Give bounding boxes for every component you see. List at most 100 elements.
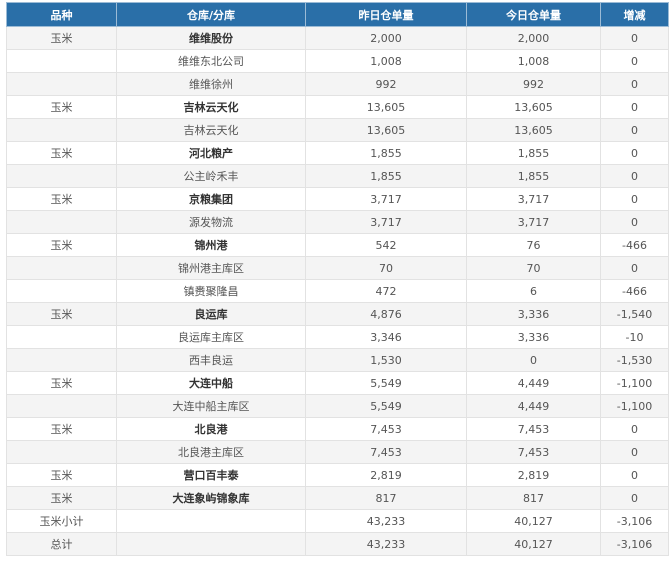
cell-change: 0 [600,95,669,119]
cell-today: 817 [466,486,601,510]
cell-today: 76 [466,233,601,257]
cell-yesterday: 5,549 [305,394,467,418]
cell-variety [6,279,117,303]
cell-change: 0 [600,72,669,96]
cell-today: 3,717 [466,187,601,211]
cell-today: 992 [466,72,601,96]
cell-variety [6,348,117,372]
cell-change: -1,540 [600,302,669,326]
cell-variety: 玉米 [6,26,117,50]
cell-warehouse: 大连中船 [116,371,306,395]
table-row: 维维徐州 992 992 0 [6,72,669,96]
cell-yesterday: 472 [305,279,467,303]
cell-warehouse: 大连象屿锦象库 [116,486,306,510]
table-row: 吉林云天化 13,605 13,605 0 [6,118,669,142]
cell-today: 40,127 [466,532,601,556]
cell-today: 70 [466,256,601,280]
cell-change: -466 [600,279,669,303]
cell-variety [6,394,117,418]
table-row: 玉米 大连象屿锦象库 817 817 0 [6,486,669,510]
cell-today: 7,453 [466,417,601,441]
table-row: 北良港主库区 7,453 7,453 0 [6,440,669,464]
cell-yesterday: 1,530 [305,348,467,372]
cell-change: 0 [600,49,669,73]
cell-today: 4,449 [466,371,601,395]
cell-variety: 玉米 [6,417,117,441]
cell-yesterday: 13,605 [305,95,467,119]
cell-change: -3,106 [600,532,669,556]
header-today-receipts: 今日仓单量 [466,2,601,27]
cell-yesterday: 817 [305,486,467,510]
cell-warehouse: 源发物流 [116,210,306,234]
cell-today: 7,453 [466,440,601,464]
cell-change: -466 [600,233,669,257]
cell-yesterday: 7,453 [305,440,467,464]
cell-change: -1,100 [600,394,669,418]
table-header: 品种 仓库/分库 昨日仓单量 今日仓单量 增减 [6,2,669,27]
cell-variety [6,256,117,280]
table-row: 玉米 营口百丰泰 2,819 2,819 0 [6,463,669,487]
cell-warehouse: 京粮集团 [116,187,306,211]
table-row: 锦州港主库区 70 70 0 [6,256,669,280]
table-row: 玉米 良运库 4,876 3,336 -1,540 [6,302,669,326]
cell-change: -1,100 [600,371,669,395]
cell-warehouse: 维维徐州 [116,72,306,96]
cell-warehouse: 营口百丰泰 [116,463,306,487]
cell-change: -3,106 [600,509,669,533]
cell-variety [6,440,117,464]
cell-yesterday: 4,876 [305,302,467,326]
cell-today: 3,717 [466,210,601,234]
table-row: 大连中船主库区 5,549 4,449 -1,100 [6,394,669,418]
cell-change: 0 [600,164,669,188]
cell-variety [6,72,117,96]
header-row: 品种 仓库/分库 昨日仓单量 今日仓单量 增减 [6,2,669,27]
cell-warehouse [116,532,306,556]
cell-yesterday: 542 [305,233,467,257]
table-row: 总计 43,233 40,127 -3,106 [6,532,669,556]
table-row: 玉米 维维股份 2,000 2,000 0 [6,26,669,50]
cell-warehouse [116,509,306,533]
cell-change: -10 [600,325,669,349]
cell-change: 0 [600,118,669,142]
cell-yesterday: 3,717 [305,187,467,211]
table-row: 西丰良运 1,530 0 -1,530 [6,348,669,372]
cell-warehouse: 公主岭禾丰 [116,164,306,188]
table-body: 玉米 维维股份 2,000 2,000 0 维维东北公司 1,008 1,008 0 维维徐州 99… [6,26,669,556]
cell-warehouse: 维维股份 [116,26,306,50]
cell-yesterday: 1,855 [305,141,467,165]
cell-today: 13,605 [466,118,601,142]
cell-today: 2,000 [466,26,601,50]
cell-change: 0 [600,486,669,510]
cell-yesterday: 3,717 [305,210,467,234]
cell-yesterday: 992 [305,72,467,96]
table-row: 玉米 锦州港 542 76 -466 [6,233,669,257]
cell-variety: 玉米 [6,233,117,257]
cell-warehouse: 大连中船主库区 [116,394,306,418]
cell-warehouse: 北良港 [116,417,306,441]
table-row: 镇赉聚隆昌 472 6 -466 [6,279,669,303]
table-row: 玉米 吉林云天化 13,605 13,605 0 [6,95,669,119]
table-row: 维维东北公司 1,008 1,008 0 [6,49,669,73]
cell-today: 1,855 [466,164,601,188]
cell-today: 4,449 [466,394,601,418]
cell-change: 0 [600,417,669,441]
cell-yesterday: 2,000 [305,26,467,50]
cell-today: 40,127 [466,509,601,533]
cell-variety: 玉米 [6,463,117,487]
cell-today: 13,605 [466,95,601,119]
cell-change: 0 [600,210,669,234]
cell-variety [6,49,117,73]
cell-change: -1,530 [600,348,669,372]
cell-variety: 总计 [6,532,117,556]
cell-warehouse: 吉林云天化 [116,118,306,142]
cell-change: 0 [600,187,669,211]
cell-variety: 玉米 [6,141,117,165]
cell-yesterday: 1,008 [305,49,467,73]
cell-today: 6 [466,279,601,303]
table-row: 玉米 大连中船 5,549 4,449 -1,100 [6,371,669,395]
cell-variety: 玉米 [6,486,117,510]
cell-yesterday: 1,855 [305,164,467,188]
table-row: 源发物流 3,717 3,717 0 [6,210,669,234]
header-variety: 品种 [6,2,117,27]
